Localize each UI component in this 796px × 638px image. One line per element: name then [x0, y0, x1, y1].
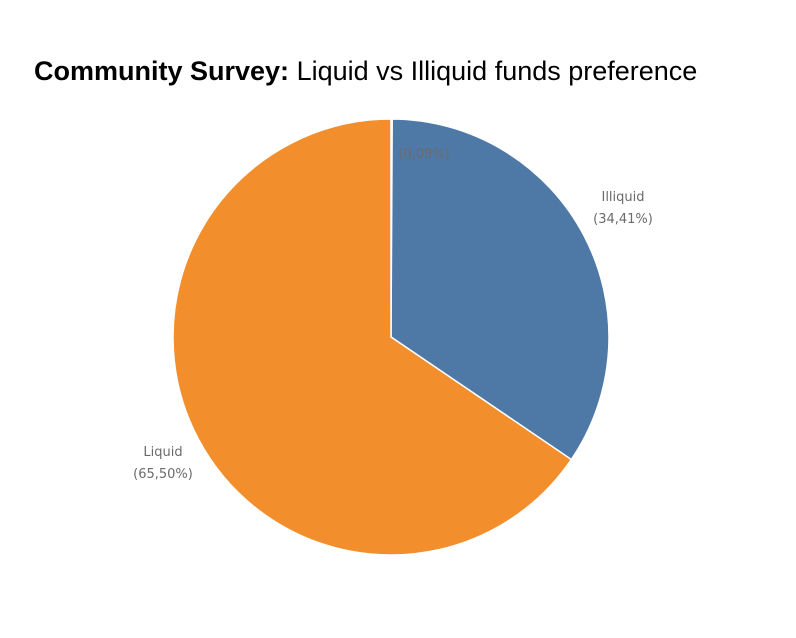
chart-title-rest: Liquid vs Illiquid funds preference	[296, 56, 698, 86]
slice-label-illiquid: Illiquid (34,41%)	[593, 190, 653, 227]
chart-title-bold: Community Survey:	[34, 56, 290, 86]
chart-title: Community Survey: Liquid vs Illiquid fun…	[34, 56, 697, 87]
slice-label-other: (0,09%)	[398, 147, 449, 162]
slice-name: Liquid	[143, 445, 182, 460]
slice-percent: (34,41%)	[593, 212, 653, 227]
slice-label-liquid: Liquid (65,50%)	[133, 445, 193, 482]
slice-name: Illiquid	[601, 190, 644, 205]
pie-slice-illiquid	[390, 118, 610, 461]
pie-slice-liquid	[172, 118, 573, 556]
slice-percent: (65,50%)	[133, 467, 193, 482]
slice-percent: (0,09%)	[398, 147, 449, 162]
